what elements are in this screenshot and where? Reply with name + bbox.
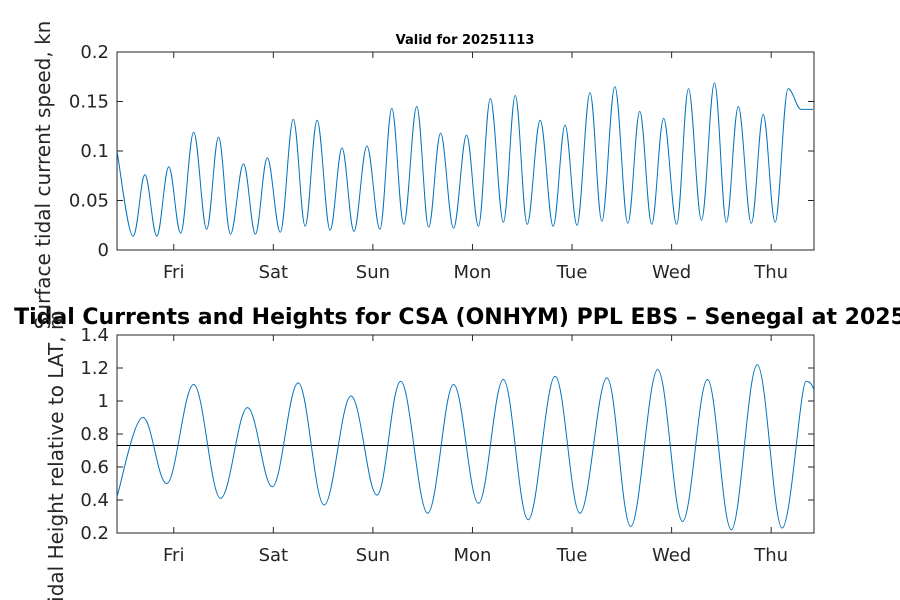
- tidal-height-y-tick-label: 0.6: [80, 457, 109, 478]
- current-speed-x-tick-label: Thu: [753, 262, 788, 283]
- tidal-height-y-axis-label: Tidal Height relative to LAT, m: [44, 311, 68, 600]
- tidal-height-x-tick-label: Mon: [453, 545, 491, 566]
- tidal-height-x-tick-label: Tue: [556, 545, 588, 566]
- current-speed-chart-title: Valid for 20251113: [396, 33, 535, 48]
- current-speed-x-tick-label: Fri: [163, 262, 184, 283]
- current-speed-y-tick-label: 0.2: [80, 42, 109, 63]
- current-speed-y-tick-label: 0.1: [80, 141, 109, 162]
- current-speed-y-tick-label: 0: [98, 240, 109, 261]
- current-speed-x-tick-label: Mon: [453, 262, 491, 283]
- current-speed-series-line: [116, 82, 813, 237]
- tidal-height-y-tick-label: 0.4: [80, 490, 109, 511]
- tidal-height-x-tick-label: Sun: [356, 545, 390, 566]
- tidal-height-axes: 0.2 0.4 0.6 0.8 1 1.2 1.4 Fri Sat Sun Mon Tue Wed Thu: [80, 325, 815, 566]
- tidal-height-x-tick-label: Fri: [163, 545, 184, 566]
- tidal-height-series-line: [116, 364, 815, 531]
- main-chart-title: Tidal Currents and Heights for CSA (ONHY…: [14, 305, 900, 330]
- current-speed-x-tick-label: Wed: [652, 262, 691, 283]
- current-speed-plot-area: [116, 51, 815, 251]
- current-speed-y-tick-label: 0.05: [69, 191, 109, 212]
- current-speed-y-axis-label: Surface tidal current speed, kn: [31, 21, 55, 330]
- tidal-height-y-tick-label: 1.2: [80, 358, 109, 379]
- tidal-height-x-tick-label: Sat: [259, 545, 289, 566]
- current-speed-x-tick-label: Sun: [356, 262, 390, 283]
- tidal-height-y-tick-label: 0.2: [80, 523, 109, 544]
- tidal-height-x-tick-label: Wed: [652, 545, 691, 566]
- tidal-height-y-tick-label: 0.8: [80, 424, 109, 445]
- tidal-height-y-tick-label: 1.4: [80, 325, 109, 346]
- current-speed-y-tick-label: 0.15: [69, 92, 109, 113]
- tidal-height-y-tick-label: 1: [98, 391, 109, 412]
- current-speed-x-tick-label: Tue: [556, 262, 588, 283]
- tidal-height-plot-area: [116, 334, 815, 534]
- current-speed-axes: 0 0.05 0.1 0.15 0.2 Fri Sat Sun Mon Tue Wed Thu Val…: [69, 33, 815, 283]
- tidal-height-x-tick-label: Thu: [753, 545, 788, 566]
- current-speed-x-tick-label: Sat: [259, 262, 289, 283]
